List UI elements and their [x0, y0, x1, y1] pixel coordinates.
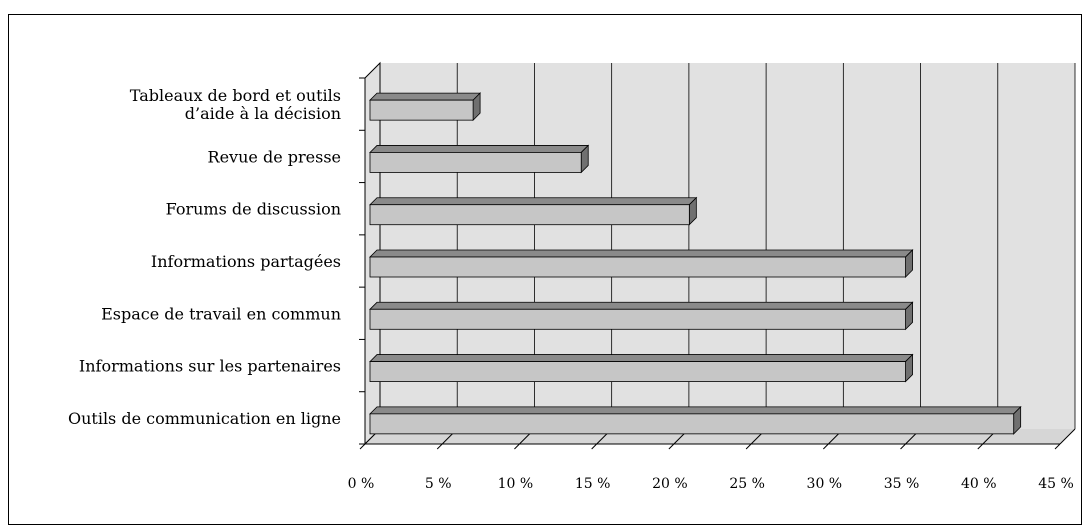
x-tick [514, 443, 520, 450]
category-label: Informations partagées [151, 252, 341, 271]
x-tick-label: 0 % [348, 476, 375, 492]
x-tick [745, 443, 752, 450]
x-tick-label: 10 % [498, 476, 534, 492]
x-tick-label: 25 % [729, 476, 765, 492]
category-label: d’aide à la décision [185, 104, 341, 123]
x-tick [359, 443, 366, 450]
bar [369, 204, 690, 226]
category-label: Outils de communication en ligne [68, 409, 341, 428]
x-tick-label: 15 % [575, 476, 611, 492]
bar-top [369, 197, 698, 206]
category-label: Revue de presse [208, 147, 341, 166]
bar [369, 99, 474, 121]
bar-top [369, 92, 482, 101]
category-label: Espace de travail en commun [101, 304, 341, 323]
x-tick-label: 35 % [884, 476, 920, 492]
floor-gridline [1059, 428, 1076, 445]
bar [369, 308, 906, 330]
x-tick [900, 443, 906, 450]
x-tick [591, 443, 598, 450]
bar [369, 361, 906, 382]
bar-top [369, 145, 590, 153]
bar-top [369, 354, 914, 362]
bar [369, 152, 582, 173]
x-tick [822, 443, 829, 450]
x-tick-label: 30 % [807, 476, 843, 492]
bar [369, 256, 906, 278]
x-tick-label: 40 % [961, 476, 997, 492]
bar-top [369, 406, 1022, 415]
x-tick-label: 20 % [652, 476, 688, 492]
bar [369, 413, 1015, 435]
category-label: Forums de discussion [166, 200, 341, 219]
category-label: Informations sur les partenaires [79, 357, 341, 376]
x-tick-label: 5 % [425, 476, 452, 492]
x-tick [977, 443, 984, 450]
bar-top [369, 249, 914, 258]
x-tick [668, 443, 675, 450]
x-tick [1054, 443, 1061, 450]
bar-top [369, 301, 914, 310]
category-label: Tableaux de bord et outils [130, 86, 341, 105]
x-tick [436, 443, 443, 450]
x-tick-label: 45 % [1038, 476, 1074, 492]
